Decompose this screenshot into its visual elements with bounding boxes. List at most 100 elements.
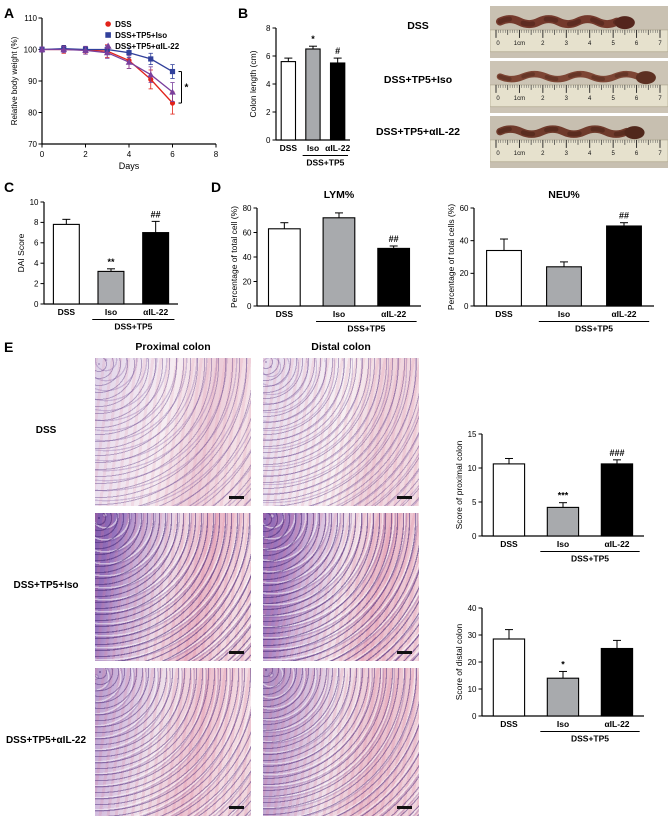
svg-text:4: 4 — [588, 96, 592, 102]
svg-text:**: ** — [107, 257, 115, 267]
svg-text:40: 40 — [243, 253, 252, 262]
svg-text:20: 20 — [460, 269, 469, 278]
svg-text:0: 0 — [496, 41, 500, 47]
svg-text:1cm: 1cm — [514, 151, 525, 157]
svg-text:Score of distal colon: Score of distal colon — [454, 623, 464, 700]
svg-text:8: 8 — [34, 218, 39, 227]
svg-text:Relative body weight (%): Relative body weight (%) — [10, 36, 19, 125]
svg-text:***: *** — [558, 491, 569, 501]
svg-text:60: 60 — [460, 204, 469, 213]
svg-text:DSS: DSS — [58, 307, 76, 317]
body-weight-line-chart: 70 80 90 100 110 0 2 4 6 8 Days Relative body weigh… — [8, 10, 236, 172]
svg-text:10: 10 — [468, 685, 477, 694]
svg-text:Iso: Iso — [557, 539, 569, 549]
panel-label-a: A — [4, 5, 15, 21]
svg-text:Iso: Iso — [558, 309, 570, 319]
colon-photo-dss-tp5-iso: 0 1cm 2 3 4 5 6 7 — [489, 61, 669, 113]
svg-text:4: 4 — [266, 80, 271, 89]
svg-text:4: 4 — [588, 41, 592, 47]
svg-text:0: 0 — [266, 136, 271, 145]
svg-text:DSS+TP5: DSS+TP5 — [114, 322, 152, 332]
svg-text:αIL-22: αIL-22 — [604, 539, 629, 549]
neu-percent-bar-chart: 0 20 40 60 Percentage of total cells (%) NEU%… — [444, 186, 660, 340]
histology-image-iso-distal — [263, 513, 419, 661]
svg-text:100: 100 — [24, 45, 38, 54]
svg-text:#: # — [335, 46, 340, 56]
svg-text:4: 4 — [588, 151, 592, 157]
proximal-colon-score-bar-chart: 0 5 10 15 Score of proximal colon DSS *** Iso ##… — [452, 418, 650, 570]
svg-text:6: 6 — [635, 96, 639, 102]
svg-text:0: 0 — [34, 300, 39, 309]
svg-text:DSS+TP5+αIL-22: DSS+TP5+αIL-22 — [115, 42, 180, 51]
svg-text:6: 6 — [170, 150, 175, 159]
svg-text:10: 10 — [468, 464, 477, 473]
photo-label-dss-tp5-ail22: DSS+TP5+αIL-22 — [375, 126, 461, 138]
svg-text:0: 0 — [247, 302, 252, 311]
svg-text:4: 4 — [34, 259, 39, 268]
svg-text:5: 5 — [472, 498, 477, 507]
svg-text:0: 0 — [496, 96, 500, 102]
svg-text:6: 6 — [635, 41, 639, 47]
svg-text:0: 0 — [472, 532, 477, 541]
svg-text:αIL-22: αIL-22 — [604, 719, 629, 729]
photo-label-dss-tp5-iso: DSS+TP5+Iso — [383, 74, 453, 86]
lym-percent-bar-chart: 0 20 40 60 80 Percentage of total cell (%) LYM… — [227, 186, 427, 340]
svg-text:0: 0 — [472, 712, 477, 721]
svg-text:5: 5 — [611, 151, 615, 157]
colon-photo-dss-tp5-ail22: 0 1cm 2 3 4 5 6 7 — [489, 116, 669, 168]
svg-text:2: 2 — [541, 96, 545, 102]
svg-text:2: 2 — [541, 151, 545, 157]
svg-text:7: 7 — [658, 151, 662, 157]
histology-image-dss-distal — [263, 358, 419, 506]
svg-text:Colon length (cm): Colon length (cm) — [248, 50, 258, 117]
svg-text:8: 8 — [214, 150, 219, 159]
svg-text:6: 6 — [635, 151, 639, 157]
svg-text:*: * — [311, 34, 315, 44]
svg-text:DSS: DSS — [115, 20, 132, 29]
svg-text:Iso: Iso — [333, 309, 345, 319]
svg-text:##: ## — [389, 234, 399, 244]
distal-colon-score-bar-chart: 0 10 20 30 40 Score of distal colon DSS * Iso αIL… — [452, 592, 650, 750]
column-header-distal-colon: Distal colon — [311, 341, 371, 353]
histology-row-label-dss-tp5-iso: DSS+TP5+Iso — [13, 580, 79, 591]
histology-image-dss-proximal — [95, 358, 251, 506]
histology-image-ail22-distal — [263, 668, 419, 816]
svg-text:2: 2 — [83, 150, 88, 159]
column-header-proximal-colon: Proximal colon — [135, 341, 211, 353]
svg-text:40: 40 — [460, 236, 469, 245]
svg-text:DSS: DSS — [280, 143, 298, 153]
svg-text:6: 6 — [266, 52, 271, 61]
panel-label-e: E — [4, 339, 14, 355]
colon-photo-dss: 0 1cm 2 3 4 5 6 7 — [489, 6, 669, 58]
svg-text:Iso: Iso — [557, 719, 569, 729]
svg-text:##: ## — [151, 209, 161, 219]
svg-text:5: 5 — [611, 96, 615, 102]
scale-bar — [397, 651, 412, 654]
svg-text:30: 30 — [468, 631, 477, 640]
svg-text:20: 20 — [468, 658, 477, 667]
svg-text:1cm: 1cm — [514, 41, 525, 47]
svg-text:3: 3 — [565, 151, 569, 157]
photo-label-dss: DSS — [407, 20, 429, 32]
svg-text:Days: Days — [119, 161, 140, 171]
scale-bar — [229, 651, 244, 654]
svg-text:LYM%: LYM% — [324, 189, 355, 201]
svg-text:2: 2 — [266, 108, 271, 117]
svg-text:DSS+TP5+Iso: DSS+TP5+Iso — [115, 31, 167, 40]
scale-bar — [397, 806, 412, 809]
svg-text:6: 6 — [34, 239, 39, 248]
scale-bar — [229, 496, 244, 499]
svg-text:###: ### — [609, 448, 624, 458]
panel-label-c: C — [4, 179, 15, 195]
svg-text:10: 10 — [30, 198, 39, 207]
svg-text:90: 90 — [28, 77, 37, 86]
colon-length-bar-chart: 0 2 4 6 8 Colon length (cm) DSS * Iso # αIL-22 DSS+… — [246, 12, 356, 174]
svg-text:2: 2 — [541, 41, 545, 47]
histology-row-label-dss-tp5-ail22: DSS+TP5+αIL-22 — [5, 735, 87, 746]
svg-text:DSS+TP5: DSS+TP5 — [306, 158, 344, 168]
svg-text:80: 80 — [243, 204, 252, 213]
svg-text:αIL-22: αIL-22 — [611, 309, 636, 319]
svg-text:3: 3 — [565, 96, 569, 102]
svg-text:αIL-22: αIL-22 — [381, 309, 406, 319]
